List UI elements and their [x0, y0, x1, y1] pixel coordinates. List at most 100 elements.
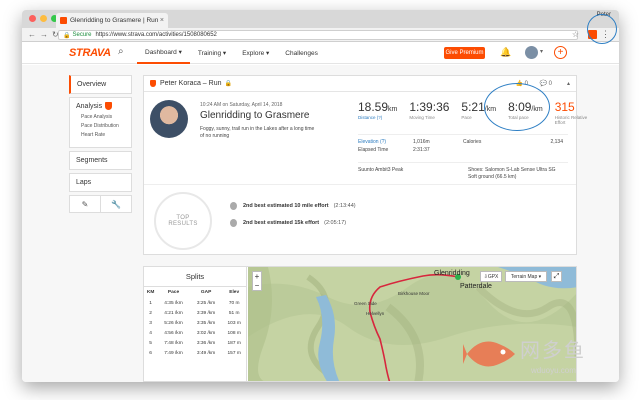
chevron-down-icon[interactable]: ▾ — [540, 49, 544, 55]
activity-athlete-title[interactable]: Peter Koraca – Run — [160, 80, 222, 87]
stat-distance: 18.59km Distance (?) — [358, 100, 397, 125]
stat-label[interactable]: Distance (?) — [358, 115, 383, 120]
stat-value: 18.59 — [358, 100, 389, 114]
activity-details: Elevation (?) 1,016m Calories 2,134 Elap… — [358, 134, 568, 154]
stat-unit: km — [388, 106, 398, 113]
back-arrow-icon[interactable]: ← — [28, 30, 36, 39]
nav-dashboard[interactable]: Dashboard ▾ — [137, 42, 190, 64]
stat-label: Moving Time — [409, 115, 435, 120]
activity-date: 10:24 AM on Saturday, April 14, 2018 — [200, 102, 283, 108]
premium-shield-icon — [105, 102, 113, 110]
athlete-avatar[interactable] — [150, 100, 188, 138]
sidemenu-heart-rate[interactable]: Heart Rate — [81, 132, 106, 138]
sidemenu-pace-analysis[interactable]: Pace Analysis — [81, 114, 113, 120]
medal-icon — [230, 219, 237, 227]
address-bar[interactable]: 🔒 Secure https://www.strava.com/activiti… — [58, 30, 578, 40]
comments-value: 0 — [548, 81, 552, 87]
detail-row: Elapsed Time 2:31:37 — [358, 146, 568, 154]
lock-icon: 🔒 — [63, 32, 71, 39]
medal-icon — [230, 202, 237, 210]
table-row[interactable]: 4 4:56 /km 3:02 /km 108 m — [144, 328, 246, 338]
sidemenu-pace-distribution[interactable]: Pace Distribution — [81, 123, 119, 129]
gpx-export-button[interactable]: ⇩ GPX — [480, 271, 502, 282]
route-map[interactable]: + − Glenridding Patterdale Birkhouse Moo… — [248, 267, 576, 381]
split-gap: 3:36 /km — [196, 340, 216, 346]
give-premium-button[interactable]: Give Premium — [444, 47, 485, 59]
close-window-button[interactable] — [29, 15, 36, 22]
bell-icon[interactable]: 🔔 — [500, 47, 512, 57]
stat-label: Historic Relative Effort — [554, 115, 588, 125]
split-elev: 157 m — [227, 350, 241, 356]
split-pace: 4:21 /km — [164, 310, 183, 316]
table-row[interactable]: 2 4:21 /km 3:39 /km 51 m — [144, 308, 246, 318]
sidemenu-segments[interactable]: Segments — [69, 151, 132, 170]
sidemenu-overview[interactable]: Overview — [69, 75, 132, 94]
table-row[interactable]: 6 7:49 /km 3:49 /km 157 m — [144, 348, 246, 358]
strava-logo[interactable]: STRAVA — [69, 47, 111, 59]
comments-count[interactable]: 💬 0 — [539, 81, 552, 87]
bookmark-star-icon[interactable]: ☆ — [571, 30, 579, 39]
effort-time: (2:13:44) — [333, 203, 356, 209]
splits-col-km: KM — [146, 290, 155, 295]
split-pace: 7:49 /km — [164, 350, 183, 356]
search-icon[interactable]: ⌕ — [118, 46, 124, 57]
split-km: 3 — [149, 320, 152, 326]
map-label: Green Side — [354, 301, 377, 306]
zoom-in-button[interactable]: + — [254, 272, 260, 281]
sidemenu-analysis-title[interactable]: Analysis — [76, 102, 125, 110]
watermark-fish-logo — [463, 341, 515, 367]
shoes-name[interactable]: Shoes: Salomon S-Lab Sense Ultra SG — [468, 167, 556, 173]
split-elev: 51 m — [228, 310, 240, 316]
table-row[interactable]: 1 4:35 /km 3:25 /km 70 m — [144, 298, 246, 308]
best-effort-item[interactable]: 2nd best estimated 10 mile effort (2:13:… — [230, 202, 356, 210]
tab-bar: Glenridding to Grasmere | Run × Peter — [22, 10, 619, 28]
split-gap: 3:35 /km — [196, 320, 216, 326]
splits-map-card: Splits KM Pace GAP Elev 1 4:35 /km 3:25 /k… — [143, 266, 577, 382]
shield-icon — [150, 80, 156, 87]
split-pace: 7:48 /km — [164, 340, 183, 346]
best-effort-item[interactable]: 2nd best estimated 15k effort (2:05:17) — [230, 219, 346, 227]
zoom-out-button[interactable]: − — [254, 281, 260, 290]
calories-label: Calories — [463, 139, 482, 145]
sidemenu-laps[interactable]: Laps — [69, 173, 132, 192]
elevation-label[interactable]: Elevation (?) — [358, 139, 387, 145]
wrench-icon[interactable]: 🔧 — [100, 196, 131, 212]
stat-value: 1:39:36 — [409, 100, 450, 114]
sidemenu-analysis: Analysis Pace Analysis Pace Distribution… — [69, 97, 132, 148]
extension-highlight-circle — [587, 14, 617, 44]
minimize-window-button[interactable] — [40, 15, 47, 22]
upload-plus-button[interactable]: + — [554, 46, 567, 59]
nav-explore[interactable]: Explore ▾ — [242, 50, 270, 57]
reload-icon[interactable]: ↻ — [52, 30, 59, 39]
collapse-icon[interactable]: ▴ — [566, 81, 570, 87]
activity-sidemenu: Overview Analysis Pace Analysis Pace Dis… — [69, 75, 132, 213]
window-controls — [29, 15, 58, 22]
elevation-value: 1,016m — [413, 139, 430, 145]
user-avatar[interactable] — [525, 46, 538, 59]
nav-challenges[interactable]: Challenges — [285, 49, 318, 57]
map-terrain — [248, 267, 576, 381]
activity-stats: 18.59km Distance (?) 1:39:36 Moving Time… — [358, 100, 601, 125]
table-row[interactable]: 5 7:48 /km 3:36 /km 187 m — [144, 338, 246, 348]
url-text[interactable]: https://www.strava.com/activities/150808… — [95, 32, 217, 38]
nav-training[interactable]: Training ▾ — [197, 50, 227, 57]
table-row[interactable]: 3 5:26 /km 3:35 /km 103 m — [144, 318, 246, 328]
tab-close-icon[interactable]: × — [159, 17, 164, 24]
device-name: Suunto Ambit3 Peak — [358, 167, 404, 173]
maximize-window-button[interactable] — [51, 15, 58, 22]
browser-nav-buttons: ← → ↻ — [22, 30, 59, 39]
edit-pencil-icon[interactable]: ✎ — [81, 199, 89, 209]
split-km: 6 — [149, 350, 152, 356]
map-type-select[interactable]: Terrain Map ▾ — [505, 271, 547, 282]
top-results-badge: TOP RESULTS — [154, 192, 212, 250]
forward-arrow-icon[interactable]: → — [40, 30, 48, 39]
strava-favicon-icon — [60, 17, 67, 24]
splits-header-row: KM Pace GAP Elev — [144, 287, 246, 298]
fullscreen-icon[interactable]: ⤢ — [551, 271, 562, 282]
splits-col-pace: Pace — [167, 290, 180, 295]
device-gear-row: Suunto Ambit3 Peak Shoes: Salomon S-Lab … — [358, 162, 568, 181]
top-results-line2: RESULTS — [168, 221, 198, 227]
browser-tab[interactable]: Glenridding to Grasmere | Run × — [56, 13, 168, 28]
split-pace: 4:56 /km — [164, 330, 183, 336]
split-pace: 4:35 /km — [164, 300, 183, 306]
